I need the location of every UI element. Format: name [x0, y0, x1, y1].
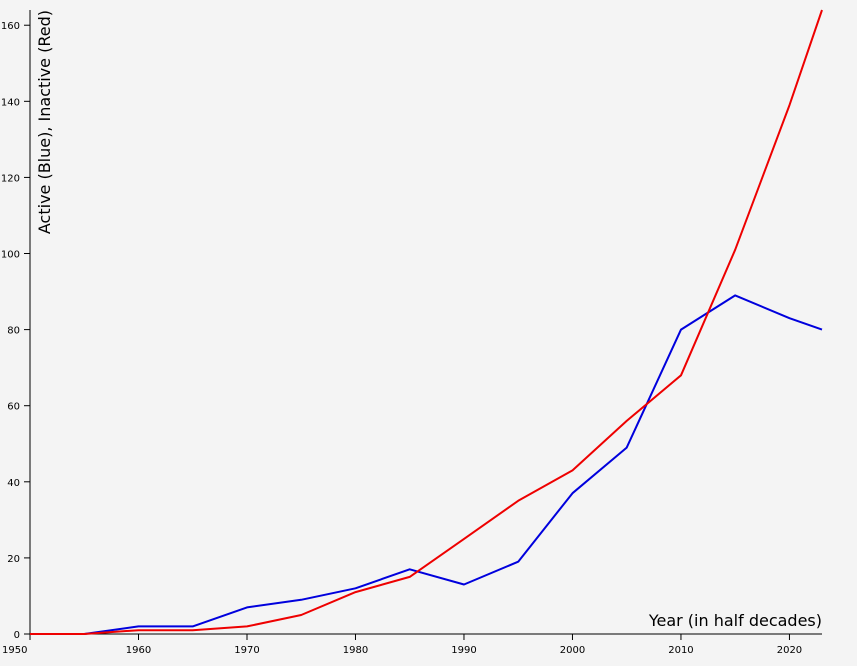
y-tick-label: 100	[1, 250, 20, 261]
y-tick-label: 160	[1, 21, 20, 32]
x-axis-title: Year (in half decades)	[648, 611, 822, 630]
x-tick-label: 2020	[777, 645, 802, 656]
x-tick-label: 1970	[234, 645, 259, 656]
y-tick-label: 80	[7, 326, 20, 337]
y-axis-title: Active (Blue), Inactive (Red)	[35, 10, 54, 234]
x-tick-label: 1980	[343, 645, 368, 656]
y-tick-label: 140	[1, 97, 20, 108]
x-tick-label: 2010	[668, 645, 693, 656]
y-tick-label: 40	[7, 478, 20, 489]
x-tick-label: 1960	[126, 645, 151, 656]
y-tick-label: 60	[7, 402, 20, 413]
series-line-red	[30, 9, 823, 635]
series-line-blue	[30, 294, 823, 635]
series-layer	[30, 9, 823, 635]
x-axis: 1950 1960 1970 1980 1990 2000 2010 2020	[2, 633, 822, 656]
y-tick-label: 0	[14, 630, 20, 641]
x-tick-label: 2000	[560, 645, 585, 656]
x-tick-label: 1950	[2, 645, 27, 656]
y-tick-label: 120	[1, 173, 20, 184]
x-tick-label: 1990	[451, 645, 476, 656]
y-axis: 0 20 40 60 80 100 120 140 160	[1, 10, 31, 641]
y-tick-label: 20	[7, 554, 20, 565]
